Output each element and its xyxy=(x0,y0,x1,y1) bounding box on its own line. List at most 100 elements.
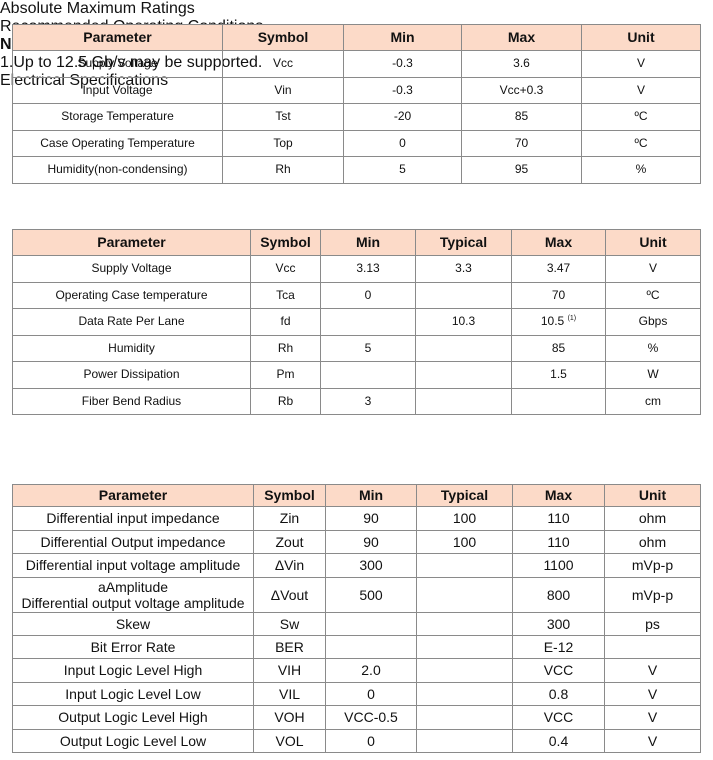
cell xyxy=(415,388,512,415)
row: Supply Voltage Vcc 3.13 3.3 3.47 V xyxy=(12,255,701,283)
cell: 70 xyxy=(461,130,582,157)
header-cell: Unit xyxy=(581,24,701,51)
cell: -0.3 xyxy=(343,50,462,78)
table: Parameter Symbol Min Max Unit Supply Voltage V… xyxy=(12,24,701,184)
cell xyxy=(325,612,417,636)
cell: -20 xyxy=(343,103,462,131)
cell xyxy=(416,682,513,706)
cell xyxy=(511,388,606,415)
cell: VIH xyxy=(253,658,326,683)
cell: ºC xyxy=(605,282,701,309)
cell: Skew xyxy=(12,612,254,636)
cell: 3.6 xyxy=(461,50,582,78)
cell: 300 xyxy=(512,612,605,636)
cell: Supply Voltage xyxy=(12,50,223,78)
cell: 500 xyxy=(325,577,417,613)
cell: Vcc xyxy=(250,255,321,283)
cell: aAmplitude Differential output voltage am… xyxy=(12,577,254,613)
cell: Input Logic Level Low xyxy=(12,682,254,706)
cell: Storage Temperature xyxy=(12,103,223,131)
header-cell: Parameter xyxy=(12,484,254,507)
cell: 5 xyxy=(343,156,462,184)
cell: Bit Error Rate xyxy=(12,635,254,659)
row: Differential input voltage amplitude ΔVin… xyxy=(12,553,701,578)
footnote-mark: (1) xyxy=(567,315,577,323)
cell: 1.5 xyxy=(511,361,606,389)
header-cell: Parameter xyxy=(12,229,251,256)
cell xyxy=(416,612,513,636)
cell: Tst xyxy=(222,103,344,131)
cell: Differential Output impedance xyxy=(12,530,254,554)
cell xyxy=(415,282,512,309)
row: Storage Temperature Tst -20 85 ºC xyxy=(12,103,701,131)
cell: 300 xyxy=(325,553,417,578)
cell: Humidity xyxy=(12,335,251,362)
cell xyxy=(415,335,512,362)
row: Humidity(non-condensing) Rh 5 95% xyxy=(12,156,701,184)
cell: 3.13 xyxy=(320,255,416,283)
cell: Output Logic Level High xyxy=(12,705,254,730)
cell: 110 xyxy=(512,506,605,531)
cell: 3.47 xyxy=(511,255,606,283)
row: Input Logic Level High VIH 2.0 VCC V xyxy=(12,658,701,683)
header-cell: Min xyxy=(343,24,462,51)
cell xyxy=(325,635,417,659)
cell-text: 10.5 xyxy=(540,314,565,329)
row: Input Logic Level Low VIL 0 0.8 V xyxy=(12,682,701,706)
cell: BER xyxy=(253,635,326,659)
cell: Top xyxy=(222,130,344,157)
header-cell: Symbol xyxy=(253,484,326,507)
cell: 0 xyxy=(320,282,416,309)
cell: 0 xyxy=(325,729,417,753)
cell: Input Voltage xyxy=(12,77,223,104)
cell: 0.4 xyxy=(512,729,605,753)
cell: ΔVout xyxy=(253,577,326,613)
cell: Power Dissipation xyxy=(12,361,251,389)
cell: Gbps xyxy=(605,308,701,336)
cell: 100 xyxy=(416,530,513,554)
cell: Rh xyxy=(222,156,344,184)
cell: VOH xyxy=(253,705,326,730)
cell: E-12 xyxy=(512,635,605,659)
cell xyxy=(416,577,513,613)
cell: V xyxy=(604,658,701,683)
header-cell: Symbol xyxy=(250,229,321,256)
cell: mVp-p xyxy=(604,553,701,578)
cell: % xyxy=(581,156,701,184)
cell xyxy=(320,361,416,389)
cell: Output Logic Level Low xyxy=(12,729,254,753)
header-cell: Min xyxy=(325,484,417,507)
cell: VCC xyxy=(512,658,605,683)
header-row: Parameter Symbol Min Typical Max Unit xyxy=(12,229,701,256)
cell: cm xyxy=(605,388,701,415)
cell: 110 xyxy=(512,530,605,554)
row: Skew Sw 300 ps xyxy=(12,612,701,636)
header-cell: Min xyxy=(320,229,416,256)
cell: 2.0 xyxy=(325,658,417,683)
row: Input Voltage Vin -0.3 Vcc+0.3 V xyxy=(12,77,701,104)
cell: 90 xyxy=(325,530,417,554)
cell: Differential input impedance xyxy=(12,506,254,531)
cell: Zin xyxy=(253,506,326,531)
cell: Humidity(non-condensing) xyxy=(12,156,223,184)
cell: 0 xyxy=(343,130,462,157)
cell: Rh xyxy=(250,335,321,362)
cell: 85 xyxy=(511,335,606,362)
cell: 10.5 (1) xyxy=(511,308,606,336)
row: Differential input impedance Zin 90 100 110 o… xyxy=(12,506,701,531)
header-cell: Typical xyxy=(415,229,512,256)
header-cell: Typical xyxy=(416,484,513,507)
cell: 90 xyxy=(325,506,417,531)
cell: 85 xyxy=(461,103,582,131)
header-row: Parameter Symbol Min Max Unit xyxy=(12,24,701,51)
cell: Data Rate Per Lane xyxy=(12,308,251,336)
cell: 3 xyxy=(320,388,416,415)
cell: ΔVin xyxy=(253,553,326,578)
row: Bit Error Rate BER E-12 xyxy=(12,635,701,659)
cell: Vin xyxy=(222,77,344,104)
cell: 70 xyxy=(511,282,606,309)
row: Output Logic Level Low VOL 0 0.4 V xyxy=(12,729,701,753)
cell: mVp-p xyxy=(604,577,701,613)
cell: Vcc+0.3 xyxy=(461,77,582,104)
